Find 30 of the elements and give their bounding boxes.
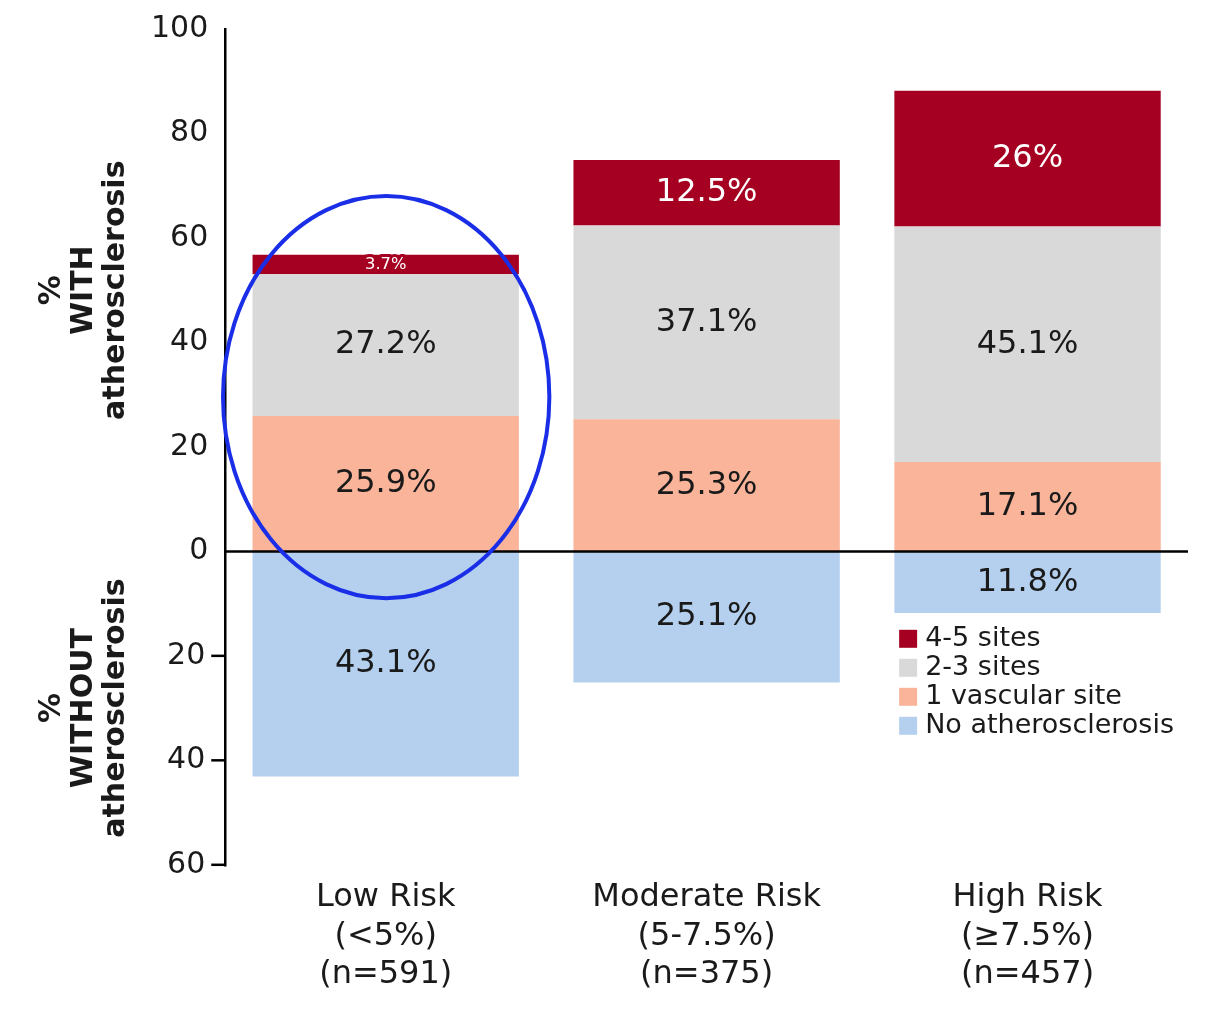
legend-label: No atherosclerosis xyxy=(925,707,1175,739)
data-label: 25.9% xyxy=(334,462,437,501)
y-tick-label: 0 xyxy=(189,531,209,567)
data-label: 12.5% xyxy=(655,171,758,210)
legend-label: 2-3 sites xyxy=(925,649,1041,681)
y-tick-label: 60 xyxy=(170,217,209,253)
bar xyxy=(573,225,840,420)
y-tick-label: 100 xyxy=(151,8,209,44)
x-tick-label: Low Risk (<5%) (n=591) xyxy=(315,876,456,992)
bar xyxy=(894,226,1161,463)
x-tick-label: High Risk (≥7.5%) (n=457) xyxy=(952,876,1104,992)
y-tick-label: 80 xyxy=(170,113,209,149)
x-tick-label: Moderate Risk (5-7.5%) (n=375) xyxy=(592,876,822,992)
data-label: 25.1% xyxy=(655,595,758,634)
bar xyxy=(894,90,1161,227)
data-label: 37.1% xyxy=(655,300,758,339)
data-label: 26% xyxy=(991,136,1064,175)
y-tick-label: 40 xyxy=(170,322,209,358)
legend-label: 4-5 sites xyxy=(925,620,1041,652)
data-label: 27.2% xyxy=(334,323,437,362)
legend-label: 1 vascular site xyxy=(925,678,1122,710)
data-label: 43.1% xyxy=(334,642,437,681)
data-label: 11.8% xyxy=(976,560,1079,599)
data-label: 25.3% xyxy=(655,463,758,502)
data-label: 45.1% xyxy=(976,322,1079,361)
y-axis-title: % WITH atherosclerosis xyxy=(31,160,131,420)
text: % WITHOUT atherosclerosis xyxy=(31,578,131,838)
y-tick-label: 20 xyxy=(170,426,209,462)
data-label: 17.1% xyxy=(976,485,1079,524)
data-label: 3.7% xyxy=(364,253,407,273)
